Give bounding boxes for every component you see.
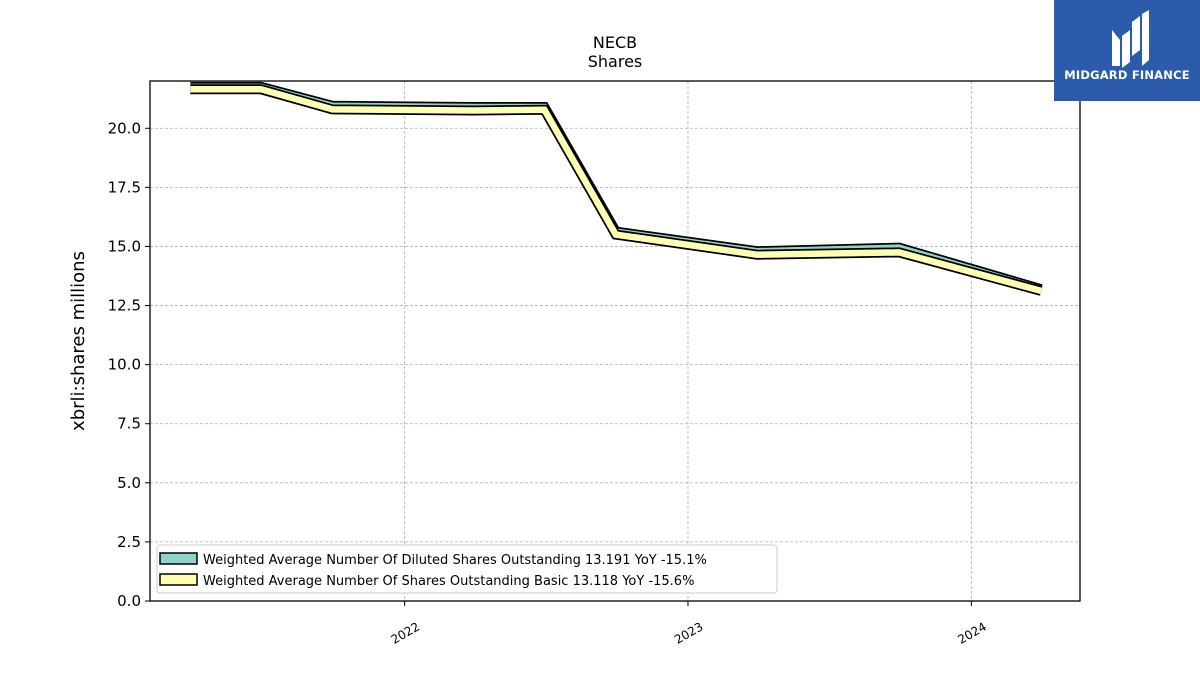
midgard-finance-logo: MIDGARD FINANCE	[1054, 0, 1200, 101]
legend-swatch	[159, 552, 198, 565]
y-tick-label: 12.5	[108, 297, 141, 315]
y-tick-label: 7.5	[117, 415, 141, 433]
series-point	[544, 109, 545, 110]
legend-swatch	[159, 573, 198, 586]
y-tick-label: 15.0	[108, 237, 141, 255]
legend-box	[156, 544, 778, 594]
series-lines	[190, 81, 1043, 296]
series-point	[332, 109, 333, 110]
legend-label: Weighted Average Number Of Shares Outsta…	[203, 574, 694, 589]
y-tick-label: 0.0	[117, 592, 141, 610]
series-point	[899, 252, 900, 253]
x-tick-label: 2024	[955, 619, 988, 646]
chart-subtitle: Shares	[588, 52, 643, 71]
series-line-outline	[190, 84, 1043, 296]
x-tick-label: 2023	[672, 619, 705, 646]
series-point	[757, 254, 758, 255]
legend-label: Weighted Average Number Of Diluted Share…	[203, 553, 707, 568]
x-tick-label: 2022	[389, 619, 422, 646]
chart-title: NECB	[593, 33, 637, 52]
y-axis-ticks: 0.0 2.5 5.0 7.5 10.0 12.5 15.0 17.5 20.0	[108, 119, 150, 610]
logo-text: MIDGARD FINANCE	[1064, 68, 1190, 82]
x-axis-ticks: 2022 2023 2024	[389, 601, 989, 647]
series-point	[190, 89, 191, 90]
series-point	[473, 110, 474, 111]
series-point	[615, 234, 616, 235]
series-point	[1041, 290, 1042, 291]
grid-lines	[150, 81, 1080, 602]
y-tick-label: 5.0	[117, 474, 141, 492]
y-tick-label: 10.0	[108, 356, 141, 374]
y-tick-label: 17.5	[108, 178, 141, 196]
y-tick-label: 2.5	[117, 533, 141, 551]
series-point	[261, 89, 262, 90]
series-line	[190, 86, 1043, 295]
y-tick-label: 20.0	[108, 119, 141, 137]
plot-frame	[149, 80, 1081, 602]
logo-mark-icon	[1112, 10, 1149, 68]
legend: Weighted Average Number Of Diluted Share…	[156, 544, 778, 594]
y-axis-label: xbrli:shares millions	[68, 251, 89, 431]
